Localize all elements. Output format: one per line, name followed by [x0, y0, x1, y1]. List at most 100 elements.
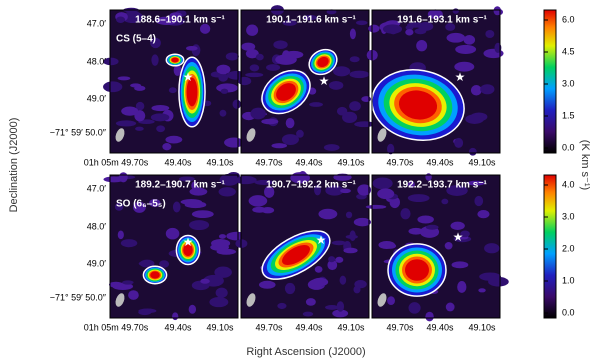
noise	[114, 202, 124, 211]
map-frame	[371, 174, 501, 319]
noise	[218, 187, 236, 197]
noise	[425, 311, 434, 322]
noise	[378, 241, 396, 250]
noise	[354, 121, 376, 128]
beam	[115, 293, 125, 307]
noise	[203, 274, 224, 287]
noise	[261, 118, 279, 125]
noise	[405, 29, 414, 36]
noise	[150, 113, 170, 122]
molecule-label: SO (6₆–5₅)	[116, 199, 166, 210]
noise	[445, 23, 456, 31]
noise	[418, 21, 434, 32]
noise	[485, 29, 495, 39]
emission	[171, 57, 179, 63]
noise	[232, 99, 242, 109]
noise	[377, 188, 395, 200]
noise	[151, 105, 170, 112]
noise	[478, 288, 486, 293]
noise	[179, 176, 195, 182]
noise	[151, 54, 159, 66]
ra-tick-label: 49.70s	[255, 322, 283, 332]
noise	[158, 260, 170, 268]
noise	[314, 266, 323, 273]
panel-label: 190.7–192.2 km s⁻¹	[266, 180, 356, 191]
star: ★	[316, 233, 327, 247]
noise	[325, 185, 344, 196]
noise	[199, 23, 211, 34]
noise	[169, 12, 182, 18]
colorbar-tick-label: 4.5	[562, 46, 575, 56]
noise	[185, 46, 198, 51]
noise	[122, 280, 134, 285]
noise	[254, 179, 275, 185]
colorbar-tick-label: 1.0	[562, 275, 575, 285]
noise	[441, 198, 449, 205]
noise	[349, 56, 360, 63]
noise	[128, 290, 139, 300]
ra-tick-label: 49.70s	[386, 322, 414, 332]
channel-map: ★ 191.6–193.1 km s⁻¹ 49.70s 49.40s 49.10s	[366, 6, 504, 167]
noise	[416, 40, 428, 52]
noise	[264, 186, 275, 198]
beam	[246, 293, 256, 307]
noise	[284, 282, 296, 295]
noise	[479, 272, 501, 281]
noise	[245, 48, 259, 59]
noise	[332, 309, 349, 318]
noise	[173, 64, 182, 76]
noise	[209, 297, 229, 308]
noise	[103, 81, 123, 93]
noise	[305, 298, 316, 306]
noise	[156, 125, 166, 133]
ra-tick-label: 01h 05m 49.70s	[84, 157, 149, 167]
noise	[172, 201, 181, 213]
noise	[355, 20, 368, 26]
ra-tick-label: 01h 05m 49.70s	[84, 322, 149, 332]
noise	[248, 195, 268, 207]
noise	[425, 224, 439, 230]
emission	[317, 56, 329, 68]
noise	[493, 6, 502, 16]
colorbar-tick-label: 4.0	[562, 179, 575, 189]
colorbar-tick-label: 1.5	[562, 110, 575, 120]
noise	[333, 66, 351, 77]
ra-tick-label: 49.70s	[255, 157, 283, 167]
noise	[460, 230, 470, 238]
colorbar	[543, 9, 557, 154]
map-frame	[371, 9, 501, 154]
noise	[427, 9, 443, 20]
noise	[234, 175, 257, 185]
noise	[284, 50, 304, 59]
ra-tick-label: 49.40s	[164, 157, 192, 167]
noise	[150, 37, 161, 49]
colorbar-tick-label: 0.0	[562, 142, 575, 152]
channel-map: ★ 192.2–193.7 km s⁻¹ 49.70s 49.40s 49.10s	[365, 173, 509, 332]
ra-tick-label: 49.40s	[295, 157, 323, 167]
noise	[285, 117, 295, 129]
beam	[377, 293, 387, 307]
noise	[117, 76, 131, 81]
star: ★	[455, 70, 466, 84]
noise	[258, 280, 276, 289]
noise	[470, 85, 482, 96]
noise	[191, 181, 198, 190]
noise	[328, 80, 344, 90]
noise	[387, 296, 395, 305]
noise	[238, 76, 252, 86]
emission	[398, 90, 438, 120]
dec-tick-label: 48.0′	[87, 56, 107, 66]
noise	[343, 247, 358, 254]
noise	[407, 194, 430, 202]
map-frame	[240, 9, 370, 154]
noise	[109, 281, 123, 288]
noise	[134, 110, 146, 122]
noise	[468, 147, 477, 156]
noise	[400, 208, 411, 220]
colorbar	[543, 174, 557, 319]
noise	[214, 266, 232, 278]
noise	[155, 16, 178, 26]
noise	[250, 107, 266, 120]
noise	[261, 207, 275, 214]
